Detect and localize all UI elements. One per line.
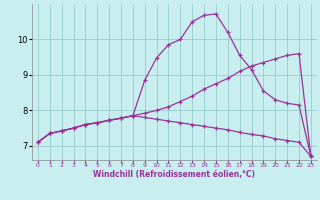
- X-axis label: Windchill (Refroidissement éolien,°C): Windchill (Refroidissement éolien,°C): [93, 170, 255, 179]
